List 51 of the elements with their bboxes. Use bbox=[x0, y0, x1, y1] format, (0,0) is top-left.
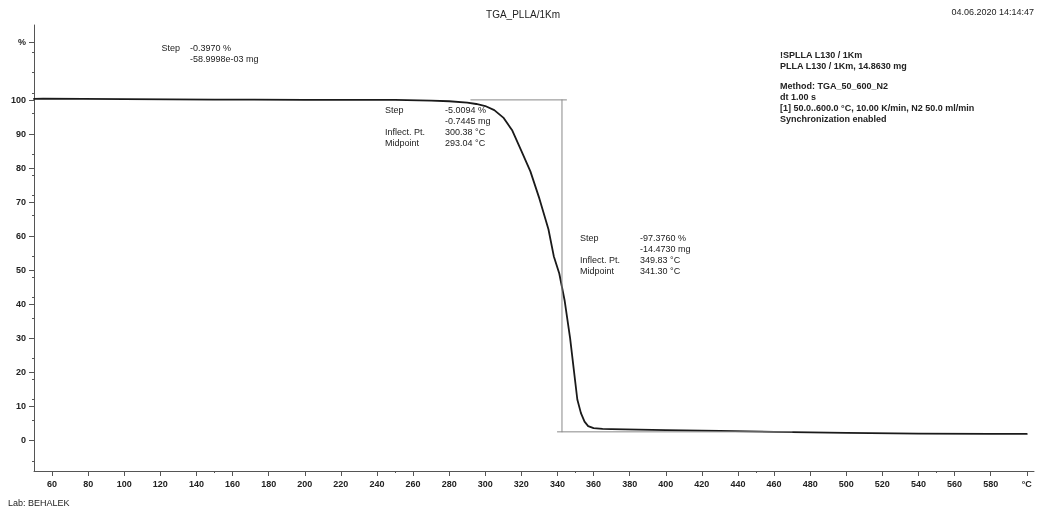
x-tick-label: 360 bbox=[586, 478, 602, 489]
x-tick-label: 60 bbox=[47, 478, 58, 489]
x-tick-label: 220 bbox=[333, 478, 349, 489]
y-tick-label: 20 bbox=[15, 367, 26, 378]
annotation: Step bbox=[161, 42, 180, 53]
annotation: -97.3760 % -14.4730 mg 349.83 °C 341.30 °C bbox=[640, 232, 691, 276]
x-tick-label: 500 bbox=[838, 478, 854, 489]
annotation: !SPLLA L130 / 1Km PLLA L130 / 1Km, 14.8630 mg bbox=[780, 49, 907, 71]
x-tick-label: 120 bbox=[152, 478, 168, 489]
x-tick-label: 380 bbox=[622, 478, 638, 489]
x-tick-label: 320 bbox=[513, 478, 529, 489]
y-tick-label: % bbox=[17, 37, 26, 48]
x-tick-label: 80 bbox=[83, 478, 94, 489]
x-tick-label: 180 bbox=[261, 478, 277, 489]
x-tick-label: 340 bbox=[549, 478, 565, 489]
x-tick-label: 580 bbox=[983, 478, 999, 489]
x-tick-label: 440 bbox=[730, 478, 746, 489]
y-tick-label: 70 bbox=[15, 197, 26, 208]
x-tick-label: 200 bbox=[297, 478, 313, 489]
y-tick-label: 40 bbox=[15, 299, 26, 310]
chart-title: TGA_PLLA/1Km bbox=[486, 8, 560, 20]
y-tick-label: 60 bbox=[15, 231, 26, 242]
text: Step Inflect. Pt. Midpoint bbox=[580, 232, 621, 276]
y-tick-label: 50 bbox=[15, 265, 26, 276]
x-tick-label: °C bbox=[1021, 478, 1033, 489]
y-tick-label: 80 bbox=[15, 162, 26, 173]
x-tick-label: 140 bbox=[188, 478, 204, 489]
annotation: -5.0094 % -0.7445 mg 300.38 °C 293.04 °C bbox=[445, 104, 491, 148]
x-tick-label: 260 bbox=[405, 478, 421, 489]
text: Step Inflect. Pt. Midpoint bbox=[385, 104, 426, 148]
x-tick-label: 240 bbox=[369, 478, 385, 489]
x-tick-label: 420 bbox=[694, 478, 710, 489]
x-tick-label: 480 bbox=[802, 478, 818, 489]
y-tick-label: 30 bbox=[15, 333, 26, 344]
x-tick-label: 560 bbox=[947, 478, 963, 489]
x-tick-label: 460 bbox=[766, 478, 782, 489]
x-tick-label: 100 bbox=[116, 478, 132, 489]
y-tick-label: 10 bbox=[15, 401, 26, 412]
y-tick-label: 0 bbox=[20, 435, 26, 446]
x-tick-label: 400 bbox=[658, 478, 674, 489]
y-tick-label: 90 bbox=[15, 128, 26, 139]
text: 04.06.2020 14:14:47 bbox=[951, 6, 1034, 17]
annotation: -0.3970 % -58.9998e-03 mg bbox=[190, 42, 259, 64]
x-tick-label: 540 bbox=[910, 478, 926, 489]
x-tick-label: 300 bbox=[477, 478, 493, 489]
text: Lab: BEHALEK bbox=[8, 497, 70, 508]
annotation: Method: TGA_50_600_N2 dt 1.00 s [1] 50.0..600.0 °C, 10.00 K/min, N2 50.0 ml/min Synchronization enabled bbox=[780, 80, 975, 124]
y-tick-label: 100 bbox=[10, 94, 26, 105]
x-tick-label: 280 bbox=[441, 478, 457, 489]
x-tick-label: 160 bbox=[225, 478, 241, 489]
x-tick-label: 520 bbox=[874, 478, 890, 489]
